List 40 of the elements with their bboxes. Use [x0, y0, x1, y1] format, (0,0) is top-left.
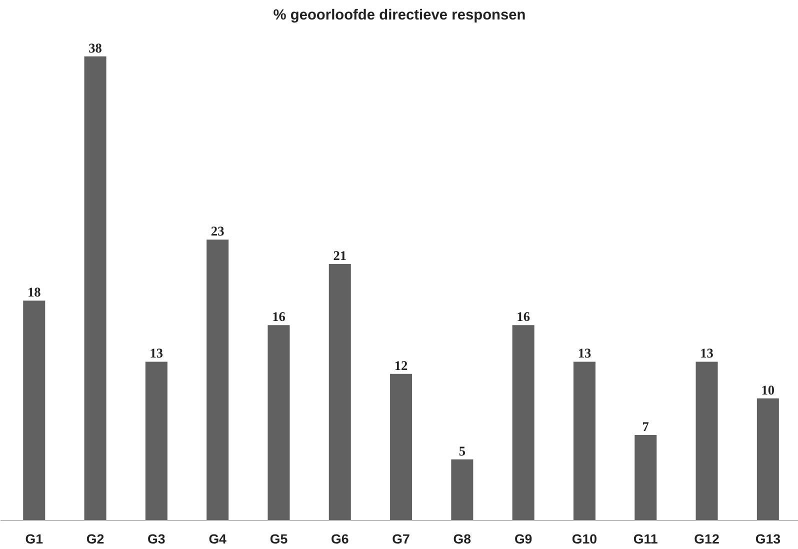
x-tick-label: G8 — [453, 532, 472, 546]
bar — [145, 362, 168, 520]
data-label: 12 — [394, 358, 408, 373]
data-label: 16 — [516, 309, 530, 324]
bar — [573, 362, 596, 520]
x-tick-label: G6 — [330, 532, 349, 546]
data-label: 5 — [458, 443, 466, 458]
data-label: 23 — [210, 224, 225, 239]
x-tick-label: G3 — [148, 532, 166, 546]
bar — [23, 300, 46, 520]
bar — [512, 325, 534, 520]
bar — [268, 325, 290, 520]
bar — [696, 362, 718, 520]
bar — [451, 459, 474, 520]
x-tick-label: G1 — [25, 532, 44, 546]
data-label: 16 — [272, 309, 286, 324]
data-label: 21 — [333, 248, 347, 263]
data-label: 18 — [27, 284, 42, 300]
x-tick-label: G10 — [572, 532, 598, 546]
chart-title: % geoorloofde directieve responsen — [273, 8, 526, 24]
x-tick-label: G12 — [694, 532, 720, 546]
bar — [634, 435, 657, 520]
bar — [756, 398, 779, 520]
bar — [206, 240, 229, 520]
x-tick-label: G4 — [208, 532, 228, 546]
x-tick-label: G9 — [514, 532, 532, 546]
data-label: 10 — [761, 382, 775, 398]
x-tick-label: G5 — [270, 532, 288, 546]
bar — [390, 374, 412, 520]
x-tick-label: G7 — [392, 532, 410, 546]
bar — [328, 264, 351, 520]
data-label: 13 — [578, 346, 592, 361]
data-label: 13 — [150, 346, 164, 361]
x-tick-label: G2 — [86, 532, 104, 546]
data-label: 38 — [88, 40, 102, 56]
data-label: 7 — [642, 419, 650, 434]
x-tick-label: G13 — [755, 532, 781, 546]
data-label: 13 — [700, 346, 714, 361]
bar — [84, 56, 106, 520]
x-tick-label: G11 — [633, 532, 658, 546]
